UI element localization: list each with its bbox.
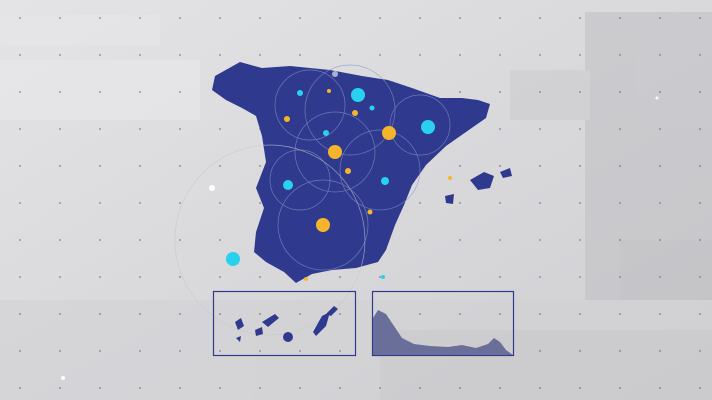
white-dots	[61, 71, 659, 380]
spain-mainland	[212, 62, 490, 283]
map-dots-yellow	[284, 89, 452, 281]
map-circles	[174, 64, 451, 336]
balearic-islands	[445, 168, 512, 204]
ceuta-melilla-inset	[371, 290, 515, 357]
map-dots-cyan	[226, 88, 435, 279]
canary-inset	[212, 290, 357, 357]
